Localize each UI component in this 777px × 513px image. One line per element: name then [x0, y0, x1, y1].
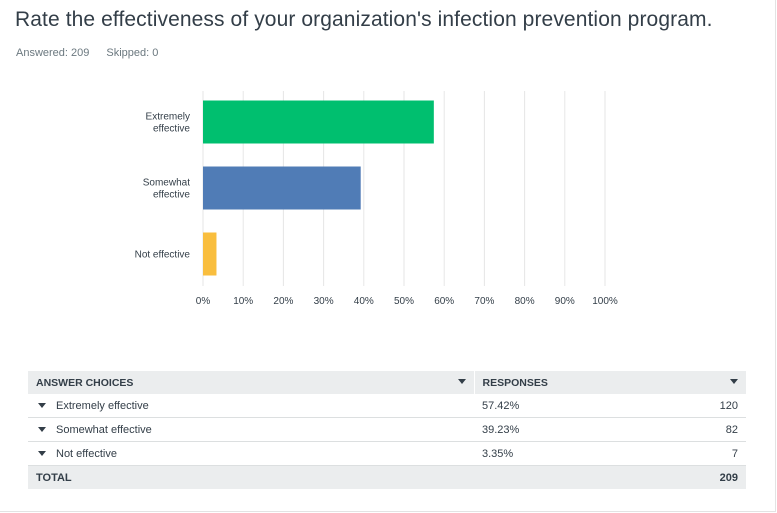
answer-choice-label: Somewhat effective — [56, 423, 152, 436]
answer-choice-label: Not effective — [56, 447, 117, 460]
x-tick-label: 90% — [555, 296, 575, 307]
x-tick-label: 40% — [354, 296, 374, 307]
response-count: 82 — [639, 417, 746, 442]
answer-table: ANSWER CHOICES RESPONSES Extremely effec… — [28, 371, 746, 489]
answer-choice-cell: Not effective — [28, 441, 474, 466]
skipped-count: 0 — [152, 47, 159, 59]
responses-header-label: RESPONSES — [482, 376, 548, 389]
table-row: Extremely effective 57.42% 120 — [28, 394, 746, 418]
category-label: Not effective — [135, 250, 191, 261]
sort-caret-icon[interactable] — [730, 379, 738, 384]
bar-chart: Extremely effective Somewhat effective Not e… — [135, 91, 618, 307]
x-tick-label: 80% — [515, 296, 535, 307]
x-tick-label: 10% — [233, 296, 253, 307]
responses-header[interactable]: RESPONSES — [473, 371, 746, 394]
skipped-label: Skipped: — [106, 47, 150, 59]
response-percent: 39.23% — [474, 417, 640, 442]
expand-caret-icon[interactable] — [38, 402, 46, 408]
answered-label: Answered: — [16, 47, 68, 59]
response-count: 7 — [639, 441, 746, 466]
table-row: Not effective 3.35% 7 — [28, 441, 746, 466]
chart-category-labels: Extremely effective Somewhat effective Not e… — [135, 112, 191, 261]
category-label: Extremely effective — [146, 112, 191, 135]
table-row: Somewhat effective 39.23% 82 — [28, 417, 746, 442]
x-tick-label: 20% — [273, 296, 293, 307]
answer-choice-cell: Extremely effective — [28, 394, 474, 418]
total-count: 209 — [639, 465, 746, 489]
x-tick-label: 30% — [314, 296, 334, 307]
expand-caret-icon[interactable] — [38, 426, 46, 432]
category-label: Somewhat effective — [143, 178, 191, 201]
answer-choice-label: Extremely effective — [56, 399, 149, 412]
chart-bars — [203, 100, 434, 276]
bar[interactable] — [203, 100, 434, 144]
bar[interactable] — [203, 166, 361, 210]
bar[interactable] — [203, 232, 217, 276]
question-title: Rate the effectiveness of your organizat… — [15, 8, 713, 31]
total-row: TOTAL 209 — [28, 465, 746, 489]
response-count: 120 — [639, 394, 746, 418]
answered-count: 209 — [70, 47, 90, 59]
answer-choices-header[interactable]: ANSWER CHOICES — [28, 371, 474, 394]
response-percent: 3.35% — [474, 441, 640, 466]
answer-choices-header-label: ANSWER CHOICES — [36, 376, 134, 389]
x-tick-label: 70% — [474, 296, 494, 307]
expand-caret-icon[interactable] — [38, 450, 46, 456]
x-tick-label: 60% — [434, 296, 454, 307]
total-label: TOTAL — [28, 465, 474, 489]
total-spacer — [474, 465, 640, 489]
response-stats: Answered: 209 Skipped: 0 — [16, 47, 172, 59]
answer-choice-cell: Somewhat effective — [28, 417, 474, 442]
x-tick-label: 0% — [196, 296, 211, 307]
x-tick-label: 100% — [592, 296, 618, 307]
chart-x-axis: 0% 10% 20% 30% 40% 50% 60% 70% 80% 90% 100% — [196, 296, 618, 307]
x-tick-label: 50% — [394, 296, 414, 307]
sort-caret-icon[interactable] — [457, 379, 466, 384]
response-percent: 57.42% — [474, 394, 640, 418]
